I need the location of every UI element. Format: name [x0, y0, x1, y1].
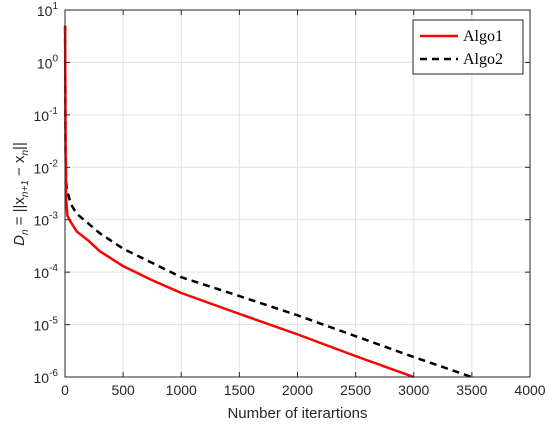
y-tick-label: 10-4 [34, 263, 59, 281]
y-tick-labels: 101 100 10-1 10-2 10-3 10-4 10-5 10-6 [34, 1, 59, 386]
x-tick-labels: 0 500 1000 1500 2000 2500 3000 3500 4000 [61, 382, 546, 398]
y-tick-label: 10-6 [34, 368, 59, 386]
y-axis-label: Dn = ||xn+1 − xn|| [11, 142, 31, 246]
y-tick-label: 101 [37, 1, 59, 19]
x-tick-label: 0 [61, 382, 69, 398]
legend-label-algo1: Algo1 [463, 28, 503, 45]
x-axis-label: Number of iterartions [227, 405, 367, 422]
x-tick-label: 1500 [224, 382, 255, 398]
y-tick-label: 100 [37, 53, 59, 71]
y-tick-label: 10-1 [34, 106, 59, 124]
ticks [64, 9, 531, 378]
y-tick-label: 10-2 [34, 158, 59, 176]
x-tick-label: 500 [111, 382, 135, 398]
x-tick-label: 3000 [398, 382, 429, 398]
x-tick-label: 2000 [282, 382, 313, 398]
x-tick-label: 2500 [340, 382, 371, 398]
legend-box [412, 19, 524, 75]
x-tick-label: 4000 [514, 382, 545, 398]
y-tick-label: 10-5 [34, 316, 59, 334]
legend-label-algo2: Algo2 [463, 51, 503, 68]
grid [65, 10, 530, 377]
legend: Algo1 Algo2 [412, 19, 524, 75]
x-tick-label: 1000 [166, 382, 197, 398]
x-tick-label: 3500 [456, 382, 487, 398]
y-tick-label: 10-3 [34, 211, 59, 229]
